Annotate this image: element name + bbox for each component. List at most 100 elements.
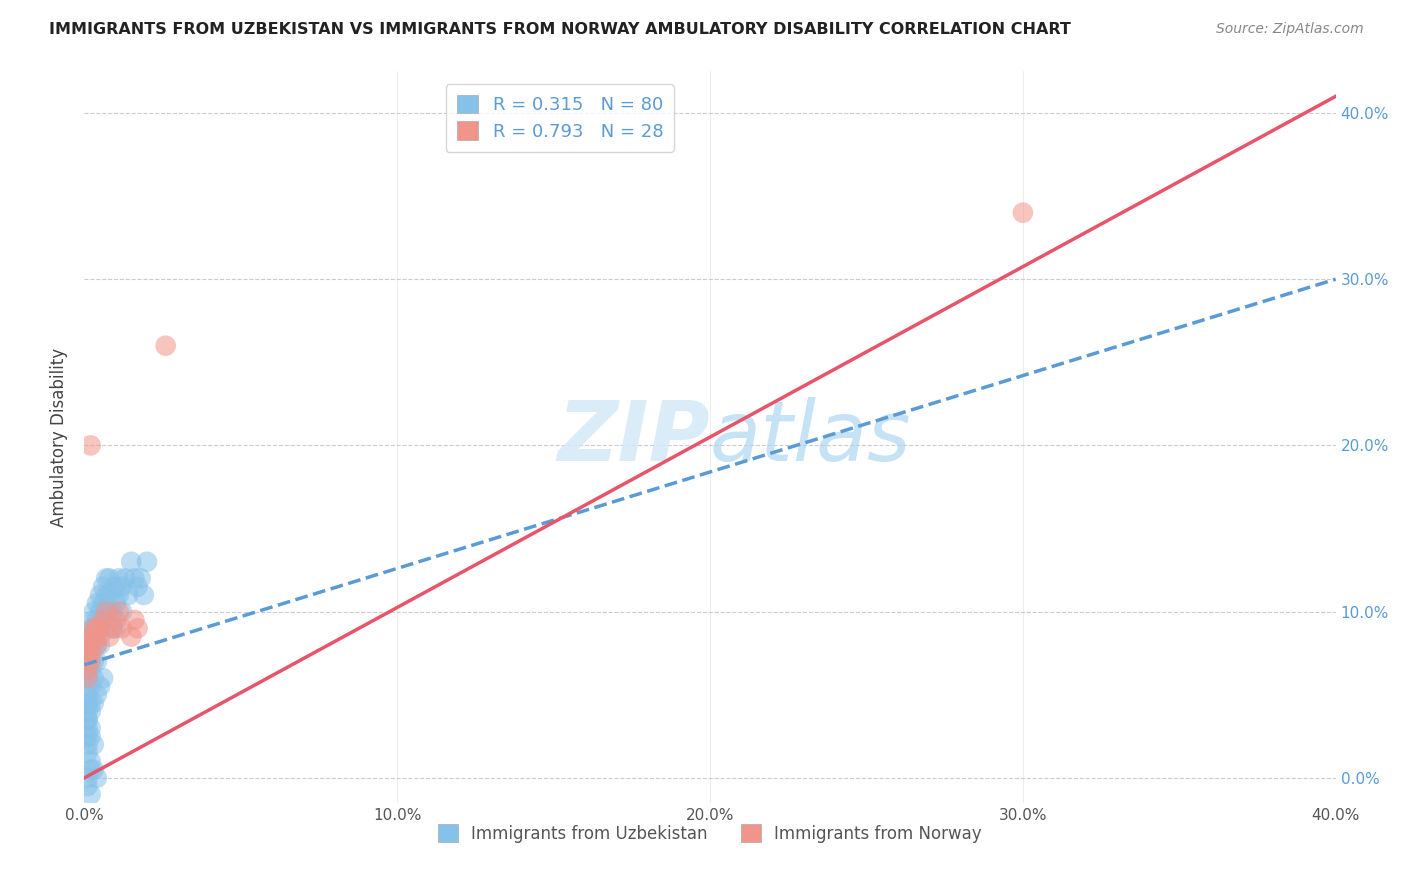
Point [96, 571, 118, 585]
Point [83, 763, 105, 777]
Point [96, 605, 118, 619]
Point [83, 630, 105, 644]
Point [89, 605, 111, 619]
Point [79, 630, 101, 644]
Point [76, 705, 98, 719]
Point [98, 630, 121, 644]
Point [83, 605, 105, 619]
Point [89, 680, 111, 694]
Point [76, 663, 98, 677]
Point [79, 438, 101, 452]
Point [83, 613, 105, 627]
Point [76, 655, 98, 669]
Point [96, 588, 118, 602]
Y-axis label: Ambulatory Disability: Ambulatory Disability [51, 348, 69, 526]
Text: Source: ZipAtlas.com: Source: ZipAtlas.com [1216, 22, 1364, 37]
Point [79, 655, 101, 669]
Point [76, 729, 98, 743]
Point [83, 621, 105, 635]
Point [124, 613, 146, 627]
Point [76, 671, 98, 685]
Point [101, 621, 124, 635]
Point [86, 771, 108, 785]
Point [107, 588, 129, 602]
Point [91, 613, 114, 627]
Point [76, 771, 98, 785]
Point [129, 571, 152, 585]
Point [76, 638, 98, 652]
Point [76, 671, 98, 685]
Point [83, 638, 105, 652]
Point [98, 571, 121, 585]
Point [132, 588, 155, 602]
Point [79, 754, 101, 768]
Point [76, 779, 98, 793]
Point [79, 721, 101, 735]
Point [120, 555, 142, 569]
Point [136, 555, 159, 569]
Point [91, 580, 114, 594]
Point [79, 655, 101, 669]
Point [79, 705, 101, 719]
Point [120, 630, 142, 644]
Text: ZIP: ZIP [557, 397, 710, 477]
Point [83, 738, 105, 752]
Point [79, 646, 101, 660]
Point [83, 671, 105, 685]
Point [79, 763, 101, 777]
Point [86, 638, 108, 652]
Point [79, 696, 101, 710]
Point [86, 688, 108, 702]
Point [127, 580, 149, 594]
Point [86, 655, 108, 669]
Point [76, 663, 98, 677]
Point [104, 621, 127, 635]
Point [101, 621, 124, 635]
Point [86, 638, 108, 652]
Point [79, 630, 101, 644]
Point [79, 729, 101, 743]
Point [1012, 205, 1035, 219]
Point [124, 571, 146, 585]
Point [107, 571, 129, 585]
Point [114, 571, 136, 585]
Point [76, 713, 98, 727]
Point [91, 613, 114, 627]
Point [104, 613, 127, 627]
Point [127, 621, 149, 635]
Point [107, 605, 129, 619]
Point [117, 588, 139, 602]
Point [76, 696, 98, 710]
Point [79, 621, 101, 635]
Point [76, 713, 98, 727]
Point [83, 696, 105, 710]
Text: atlas: atlas [710, 397, 911, 477]
Point [86, 621, 108, 635]
Point [76, 655, 98, 669]
Point [89, 621, 111, 635]
Point [79, 680, 101, 694]
Point [76, 738, 98, 752]
Point [104, 580, 127, 594]
Point [89, 588, 111, 602]
Point [155, 338, 177, 352]
Point [89, 630, 111, 644]
Point [89, 638, 111, 652]
Point [98, 605, 121, 619]
Point [83, 655, 105, 669]
Point [79, 646, 101, 660]
Point [76, 680, 98, 694]
Text: IMMIGRANTS FROM UZBEKISTAN VS IMMIGRANTS FROM NORWAY AMBULATORY DISABILITY CORRE: IMMIGRANTS FROM UZBEKISTAN VS IMMIGRANTS… [49, 22, 1071, 37]
Point [91, 671, 114, 685]
Point [76, 638, 98, 652]
Point [79, 788, 101, 802]
Legend: Immigrants from Uzbekistan, Immigrants from Norway: Immigrants from Uzbekistan, Immigrants f… [432, 818, 988, 849]
Point [76, 646, 98, 660]
Point [86, 596, 108, 610]
Point [79, 638, 101, 652]
Point [79, 638, 101, 652]
Point [76, 688, 98, 702]
Point [76, 646, 98, 660]
Point [83, 621, 105, 635]
Point [83, 630, 105, 644]
